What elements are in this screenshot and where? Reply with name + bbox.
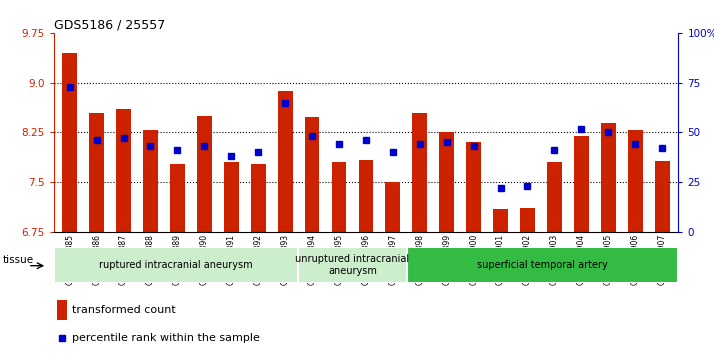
Text: percentile rank within the sample: percentile rank within the sample: [72, 334, 260, 343]
Bar: [439, 132, 454, 232]
Text: unruptured intracranial
aneurysm: unruptured intracranial aneurysm: [296, 254, 409, 276]
Bar: [407, 247, 678, 283]
Bar: [54, 247, 298, 283]
Bar: [298, 247, 407, 283]
Bar: [358, 160, 373, 232]
Text: superficial temporal artery: superficial temporal artery: [477, 260, 608, 270]
Bar: [197, 116, 212, 232]
Bar: [386, 183, 401, 232]
Bar: [331, 163, 346, 232]
Bar: [520, 208, 535, 232]
Bar: [574, 136, 589, 232]
Bar: [305, 117, 319, 232]
Text: GDS5186 / 25557: GDS5186 / 25557: [54, 19, 165, 32]
Bar: [170, 164, 185, 232]
Text: tissue: tissue: [3, 254, 34, 265]
Bar: [547, 163, 562, 232]
Bar: [655, 161, 670, 232]
Bar: [62, 53, 77, 232]
Bar: [89, 113, 104, 232]
Bar: [278, 91, 293, 232]
Bar: [413, 113, 427, 232]
Bar: [56, 300, 66, 320]
Text: transformed count: transformed count: [72, 305, 176, 315]
Bar: [143, 131, 158, 232]
Bar: [493, 209, 508, 232]
Bar: [628, 131, 643, 232]
Bar: [466, 143, 481, 232]
Text: ruptured intracranial aneurysm: ruptured intracranial aneurysm: [99, 260, 253, 270]
Bar: [116, 109, 131, 232]
Bar: [251, 164, 266, 232]
Bar: [601, 123, 615, 232]
Bar: [224, 163, 238, 232]
